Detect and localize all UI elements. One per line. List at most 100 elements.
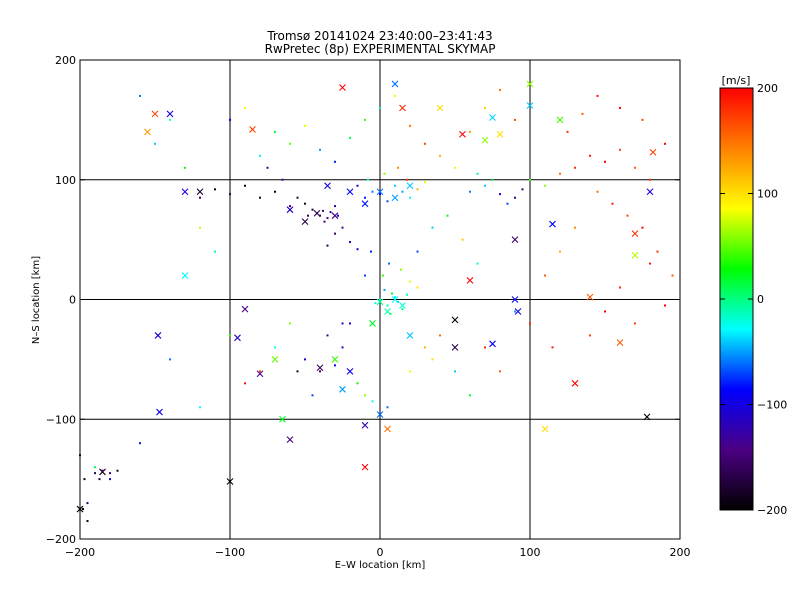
data-point-dot [416, 286, 419, 289]
data-point-dot [544, 184, 546, 187]
data-point-cross [489, 114, 496, 121]
data-point-dot [484, 106, 486, 109]
data-point-dot [581, 112, 584, 115]
data-point-dot [559, 250, 561, 253]
data-points [76, 80, 674, 523]
data-point-dot [244, 184, 246, 187]
data-point-dot [394, 184, 396, 187]
data-point-dot [379, 298, 381, 301]
data-point-dot [169, 358, 171, 361]
data-point-dot [619, 106, 621, 109]
data-point-dot [391, 292, 393, 295]
data-point-dot [311, 208, 314, 211]
colorbar-tick-label: −100 [757, 399, 787, 412]
data-point-dot [401, 308, 404, 311]
data-point-dot [370, 250, 372, 253]
data-point-dot [356, 184, 359, 187]
data-point-dot [409, 196, 411, 199]
data-point-cross [384, 308, 391, 315]
data-point-cross [541, 425, 549, 433]
data-point-dot [476, 262, 479, 265]
data-point-dot [514, 196, 516, 199]
x-tick-label: −100 [215, 546, 245, 559]
data-point-dot [641, 118, 644, 121]
data-point-dot [169, 118, 171, 121]
data-point-cross [376, 298, 384, 306]
data-point-dot [469, 190, 471, 193]
data-point-cross [376, 411, 384, 418]
data-point-dot [383, 172, 386, 175]
data-point-dot [374, 302, 377, 305]
chart-subtitle: RwPretec (8p) EXPERIMENTAL SKYMAP [265, 42, 496, 56]
data-point-dot [83, 478, 86, 481]
data-point-dot [259, 154, 261, 157]
data-point-cross [241, 305, 249, 313]
data-point-dot [349, 322, 351, 325]
data-point-dot [626, 214, 629, 217]
data-point-dot [82, 508, 84, 511]
data-point-dot [307, 214, 309, 217]
data-point-cross [346, 367, 354, 375]
data-point-dot [401, 190, 404, 193]
data-point-dot [364, 274, 366, 277]
data-point-dot [409, 280, 411, 283]
data-point-dot [664, 142, 666, 145]
data-point-dot [491, 178, 494, 181]
x-tick-label: 200 [670, 546, 691, 559]
data-point-cross [324, 182, 331, 190]
data-point-dot [514, 310, 516, 313]
data-point-dot [406, 178, 408, 181]
data-point-dot [326, 244, 329, 247]
data-point-cross [166, 110, 174, 118]
data-point-cross [331, 355, 339, 363]
data-point-dot [289, 205, 291, 208]
y-tick-label: 100 [55, 174, 76, 187]
data-point-cross [154, 332, 162, 339]
data-point-dot [304, 358, 306, 361]
data-point-cross [156, 408, 163, 416]
data-point-cross [313, 209, 321, 217]
data-point-cross [526, 80, 534, 88]
data-point-dot [356, 382, 359, 385]
data-point-dot [604, 310, 606, 313]
data-point-cross [514, 308, 522, 315]
data-point-cross [399, 104, 406, 112]
data-point-dot [446, 214, 449, 217]
data-point-cross [361, 200, 369, 208]
data-point-cross [331, 212, 339, 220]
data-point-cross [489, 340, 496, 348]
data-point-dot [529, 322, 531, 325]
data-point-dot [521, 188, 524, 191]
y-tick-label: 0 [69, 294, 76, 307]
data-point-dot [383, 288, 386, 291]
data-point-dot [334, 205, 336, 208]
data-point-dot [409, 124, 411, 127]
data-point-dot [334, 364, 336, 367]
data-point-dot [139, 94, 141, 97]
data-point-dot [116, 469, 119, 472]
data-point-cross [369, 320, 376, 327]
data-point-dot [266, 166, 269, 169]
data-point-dot [439, 334, 441, 337]
data-point-dot [544, 274, 546, 277]
data-point-cross [301, 218, 309, 226]
data-point-cross [286, 436, 294, 443]
data-point-dot [596, 190, 599, 193]
data-point-dot [499, 193, 501, 196]
data-point-dot [296, 370, 299, 373]
x-tick-label: −200 [65, 546, 95, 559]
data-point-dot [319, 370, 321, 373]
data-point-dot [589, 334, 591, 337]
data-point-dot [469, 394, 471, 397]
data-point-cross [376, 188, 384, 196]
data-point-dot [329, 211, 332, 214]
data-point-dot [634, 322, 636, 325]
data-point-dot [337, 214, 339, 217]
data-point-dot [341, 322, 344, 325]
data-point-dot [364, 394, 366, 397]
data-point-cross [234, 334, 241, 342]
y-axis-label: N–S location [km] [31, 256, 42, 344]
data-point-dot [439, 154, 441, 157]
data-point-cross [631, 230, 639, 238]
data-point-cross [361, 463, 369, 471]
